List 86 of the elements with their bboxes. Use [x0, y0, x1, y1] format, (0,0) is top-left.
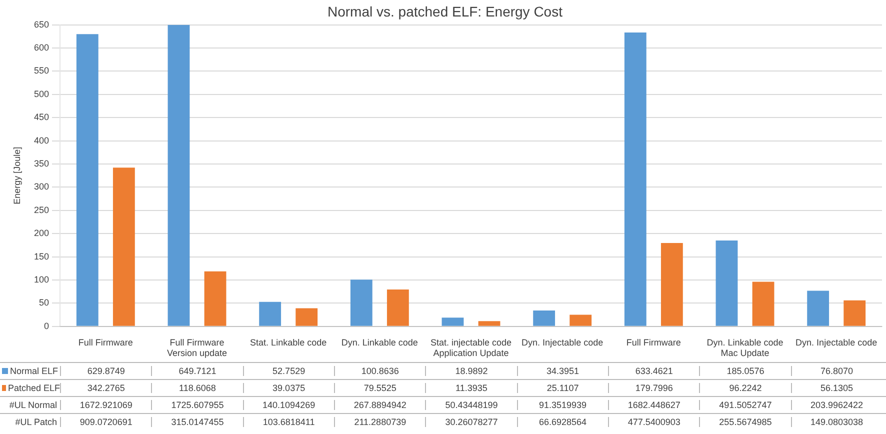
text: 50.43448199: [425, 400, 517, 410]
bar: [296, 308, 318, 326]
bar: [386, 289, 409, 326]
bar: [807, 290, 830, 326]
text: 91.3519939: [516, 400, 608, 410]
data-label: 39.0375: [242, 383, 334, 393]
data-label: 185.0576: [699, 366, 791, 376]
data-label: 18.9892: [425, 366, 517, 376]
data-label: 118.6068: [151, 383, 243, 393]
y-axis-title: Energy [Joule]: [12, 146, 22, 204]
bar: [660, 242, 683, 326]
data-label: 11.3935: [425, 383, 517, 393]
text: 66.6928564: [516, 417, 608, 427]
data-label: 629.8749: [60, 366, 152, 376]
text: 103.6818411: [242, 417, 334, 427]
chart-title: Normal vs. patched ELF: Energy Cost: [328, 3, 563, 20]
text: 140.1094269: [242, 400, 334, 410]
data-label: 100.8636: [334, 366, 426, 376]
x-tick-label: Dyn. Linkable code: [706, 337, 784, 348]
y-tick-label: 550: [34, 66, 49, 76]
bar: [112, 168, 135, 326]
bar: [478, 321, 500, 326]
y-tick-label: 250: [34, 204, 49, 215]
legend-label: Patched ELF: [8, 383, 60, 393]
text: Version update: [166, 348, 228, 358]
bar: [350, 280, 372, 326]
text: Mac Update: [720, 348, 770, 358]
text: 491.5052747: [699, 400, 791, 410]
x-tick-label: Full Firmware: [170, 337, 224, 348]
data-label: 633.4621: [608, 366, 700, 376]
y-tick-label: 400: [34, 135, 49, 146]
bar: [533, 310, 556, 326]
text: 909.0720691: [60, 417, 152, 427]
data-label: 179.7996: [608, 383, 700, 393]
bar: [844, 300, 866, 326]
text: 477.5400903: [608, 417, 700, 427]
data-label: 96.2242: [699, 383, 791, 393]
data-label: 52.7529: [242, 366, 334, 376]
text: 149.0803038: [790, 417, 882, 427]
data-label: 34.3951: [516, 366, 608, 376]
y-tick-label: 150: [34, 251, 49, 262]
text: Application Update: [433, 348, 509, 358]
bar: [570, 314, 592, 326]
y-tick-label: 600: [34, 42, 49, 52]
x-tick-label: Full Firmware: [626, 337, 681, 348]
bar: [76, 34, 98, 326]
y-tick-label: 50: [38, 298, 49, 308]
x-tick-label: Dyn. Injectable code: [522, 337, 604, 348]
y-tick-label: 300: [34, 182, 49, 192]
data-label: 79.5525: [334, 383, 426, 393]
text: 255.5674985: [699, 417, 791, 427]
data-label: 25.1107: [516, 383, 608, 393]
y-tick-label: 650: [34, 19, 49, 30]
x-tick-label: Dyn. Injectable code: [796, 337, 878, 348]
text: 315.0147455: [151, 417, 243, 427]
text: 1725.607955: [151, 400, 243, 410]
y-tick-label: 200: [34, 228, 49, 238]
bar: [716, 240, 738, 326]
text: #UL Patch: [14, 417, 58, 427]
bar: [204, 271, 226, 326]
y-tick-label: 100: [34, 274, 49, 284]
text: 30.26078277: [425, 417, 517, 427]
y-tick-label: 500: [34, 88, 49, 99]
data-label: 649.7121: [151, 366, 243, 376]
text: 211.2880739: [334, 417, 426, 427]
y-tick-label: 350: [34, 158, 49, 168]
data-label: 56.1305: [790, 383, 882, 393]
text: #UL Normal: [8, 400, 58, 410]
x-tick-label: Stat. Linkable code: [250, 337, 327, 348]
x-tick-label: Full Firmware: [78, 337, 133, 348]
text: 1672.921069: [60, 400, 152, 410]
bar: [259, 302, 282, 326]
text: 1682.448627: [608, 400, 700, 410]
data-label: 76.8070: [790, 366, 882, 376]
data-label: 342.2765: [60, 383, 152, 393]
x-tick-label: Stat. injectable code: [430, 337, 512, 348]
y-tick-label: 450: [34, 112, 49, 122]
bar: [624, 32, 646, 326]
text: 203.9962422: [790, 400, 882, 410]
y-tick-label: 0: [44, 320, 49, 331]
bar: [442, 318, 464, 326]
text: 267.8894942: [334, 400, 426, 410]
bar: [168, 24, 190, 326]
legend-label: Normal ELF: [10, 366, 58, 376]
bar: [752, 282, 774, 326]
x-tick-label: Dyn. Linkable code: [341, 337, 418, 348]
